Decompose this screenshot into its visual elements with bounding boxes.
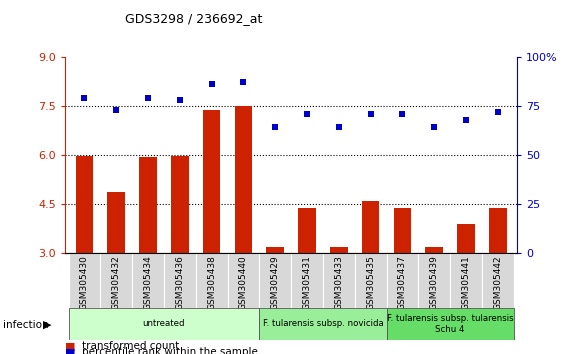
Text: GSM305431: GSM305431 — [303, 255, 311, 310]
Bar — [132, 253, 164, 308]
Text: GSM305437: GSM305437 — [398, 255, 407, 310]
Text: GSM305433: GSM305433 — [335, 255, 343, 310]
Bar — [260, 253, 291, 308]
Bar — [489, 208, 507, 253]
Bar — [171, 155, 189, 253]
Point — [493, 109, 502, 114]
Text: GSM305436: GSM305436 — [176, 255, 184, 310]
Bar — [425, 247, 443, 253]
Text: ■: ■ — [65, 347, 76, 354]
Bar — [235, 107, 252, 253]
Text: F. tularensis subsp. tularensis
Schu 4: F. tularensis subsp. tularensis Schu 4 — [387, 314, 513, 333]
Text: GSM305434: GSM305434 — [144, 255, 152, 310]
Point — [334, 125, 343, 130]
Point — [239, 79, 248, 85]
Bar — [101, 253, 132, 308]
Point — [176, 97, 185, 103]
Point — [80, 95, 89, 101]
Point — [271, 125, 280, 130]
Point — [302, 111, 311, 116]
Text: F. tularensis subsp. novicida: F. tularensis subsp. novicida — [262, 319, 383, 329]
Point — [429, 125, 438, 130]
Point — [461, 117, 470, 122]
Bar — [323, 253, 354, 308]
Text: GDS3298 / 236692_at: GDS3298 / 236692_at — [125, 12, 262, 25]
Bar — [69, 308, 260, 340]
Text: GSM305432: GSM305432 — [112, 255, 121, 310]
Text: GSM305435: GSM305435 — [366, 255, 375, 310]
Bar — [482, 253, 513, 308]
Bar — [386, 308, 513, 340]
Bar — [164, 253, 196, 308]
Text: GSM305442: GSM305442 — [493, 255, 502, 310]
Text: GSM305430: GSM305430 — [80, 255, 89, 310]
Bar — [69, 253, 101, 308]
Point — [207, 81, 216, 87]
Bar — [291, 253, 323, 308]
Bar — [203, 110, 220, 253]
Text: ■: ■ — [65, 341, 76, 351]
Point — [112, 107, 121, 113]
Bar — [76, 155, 93, 253]
Bar — [330, 247, 348, 253]
Bar — [196, 253, 228, 308]
Bar — [354, 253, 386, 308]
Bar — [260, 308, 386, 340]
Bar — [386, 253, 418, 308]
Bar — [228, 253, 260, 308]
Point — [144, 95, 153, 101]
Text: GSM305439: GSM305439 — [430, 255, 438, 310]
Bar — [362, 201, 379, 253]
Bar — [450, 253, 482, 308]
Text: percentile rank within the sample: percentile rank within the sample — [82, 347, 258, 354]
Text: GSM305429: GSM305429 — [271, 255, 279, 310]
Bar — [139, 157, 157, 253]
Text: untreated: untreated — [143, 319, 185, 329]
Bar — [266, 247, 284, 253]
Bar — [394, 208, 411, 253]
Text: ▶: ▶ — [43, 320, 52, 330]
Text: GSM305441: GSM305441 — [461, 255, 470, 310]
Bar — [107, 192, 125, 253]
Text: GSM305440: GSM305440 — [239, 255, 248, 310]
Bar — [298, 208, 316, 253]
Point — [366, 111, 375, 116]
Bar — [457, 224, 475, 253]
Text: infection: infection — [3, 320, 48, 330]
Text: GSM305438: GSM305438 — [207, 255, 216, 310]
Point — [398, 111, 407, 116]
Bar — [418, 253, 450, 308]
Text: transformed count: transformed count — [82, 341, 179, 351]
